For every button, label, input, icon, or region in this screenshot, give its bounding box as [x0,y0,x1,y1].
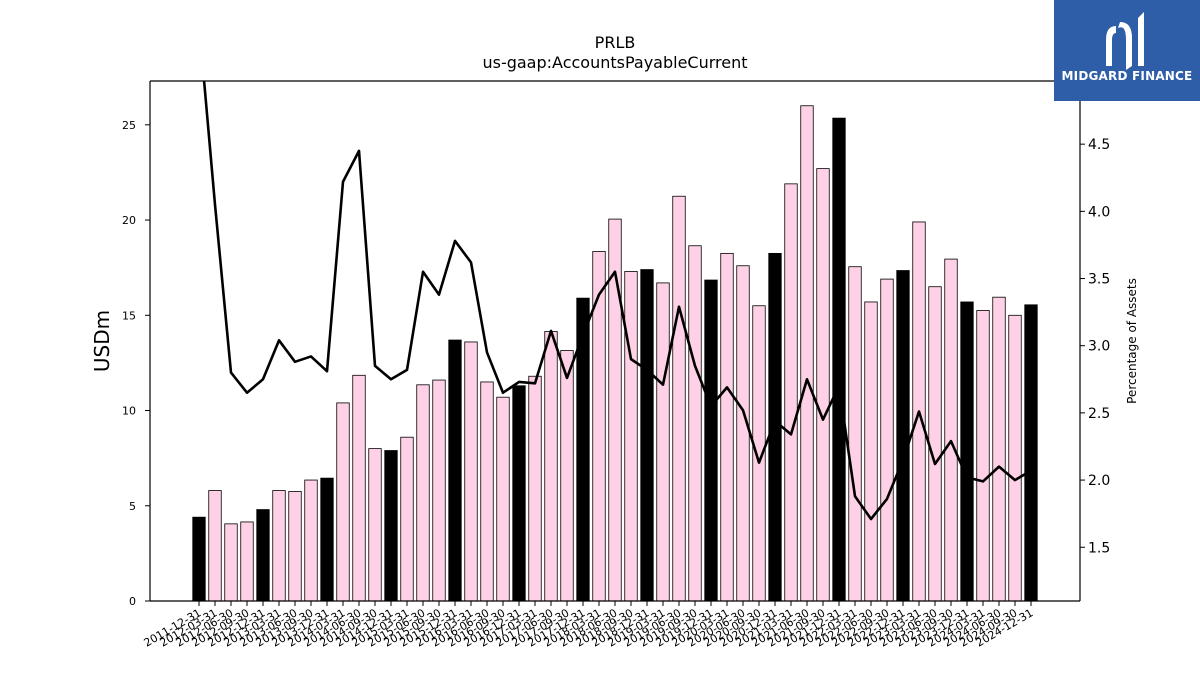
bar-2012-09-30 [240,521,254,602]
bar-2014-12-31 [384,450,398,602]
bar-2021-03-31 [784,183,798,602]
bar-2016-06-30 [480,381,494,602]
bar-2022-12-31 [896,270,910,602]
bar-2022-09-30 [880,278,894,602]
bar-2019-09-30 [688,245,702,602]
bar-group [192,105,1038,602]
logo: MIDGARD FINANCE [1054,0,1200,101]
bar-2012-12-31 [256,509,270,602]
y-tick-label: 20 [122,214,136,227]
bar-2014-03-31 [336,402,350,602]
bar-2022-06-30 [864,301,878,602]
bar-2014-06-30 [352,374,366,602]
bar-2015-06-30 [416,384,430,602]
bar-2011-12-31 [192,516,206,602]
bar-2018-09-30 [624,271,638,602]
bar-2022-03-31 [848,266,862,602]
bar-2024-03-31 [976,310,990,602]
bar-2019-12-31 [704,279,718,602]
y2-tick-label: 4.5 [1088,137,1110,153]
y2-axis-label: Percentage of Assets [1125,278,1139,404]
bar-2013-06-30 [288,491,302,602]
bar-2015-03-31 [400,436,414,602]
bar-2020-06-30 [736,265,750,602]
bar-2018-12-31 [640,269,654,602]
bar-2013-03-31 [272,490,286,602]
bar-2016-12-31 [512,385,526,602]
y-tick-label: 15 [122,309,136,322]
bar-2015-12-31 [448,339,462,602]
bar-2016-03-31 [464,341,478,602]
bar-2021-12-31 [832,117,846,602]
logo-text: MIDGARD FINANCE [1061,69,1193,83]
bar-2023-12-31 [960,301,974,602]
y-axis-label: USDm [90,310,114,372]
bar-2017-03-31 [528,375,542,602]
bar-2024-09-30 [1008,314,1022,602]
bar-2013-12-31 [320,477,334,602]
bar-2024-06-30 [992,296,1006,602]
chart-title: PRLB [595,33,636,52]
y2-tick-label: 4.0 [1088,204,1110,220]
bar-2016-09-30 [496,396,510,602]
bar-2024-12-31 [1024,304,1038,602]
bar-2021-09-30 [816,168,830,602]
bar-2012-06-30 [224,523,238,602]
bar-2015-09-30 [432,379,446,602]
bar-2019-03-31 [656,282,670,602]
line-layer [202,81,1032,521]
y2-tick-label: 2.5 [1088,406,1110,422]
y2-tick-label: 2.0 [1088,473,1110,489]
chart-subtitle: us-gaap:AccountsPayableCurrent [482,53,747,72]
bar-2020-12-31 [768,252,782,602]
y2-tick-label: 3.0 [1088,339,1110,355]
bar-2023-06-30 [928,286,942,602]
bar-2014-09-30 [368,448,382,602]
bar-2013-09-30 [304,479,318,602]
bar-2020-03-31 [720,252,734,602]
bar-2019-06-30 [672,195,686,602]
y-tick-label: 0 [129,595,136,608]
bar-2017-09-30 [560,350,574,602]
logo-mark-icon [1106,12,1144,70]
bar-2017-06-30 [544,331,558,602]
bar-2023-09-30 [944,258,958,602]
y-tick-label: 25 [122,119,136,132]
bar-2021-06-30 [800,105,814,602]
y2-tick-label: 3.5 [1088,272,1110,288]
y-tick-label: 5 [129,500,136,513]
y2-tick-label: 1.5 [1088,540,1110,556]
y-tick-label: 10 [122,405,136,418]
tick-group: 05101520251.52.02.53.03.54.04.52011-12-3… [122,119,1110,650]
percentage-line [202,81,1032,521]
bar-2012-03-31 [208,490,222,602]
